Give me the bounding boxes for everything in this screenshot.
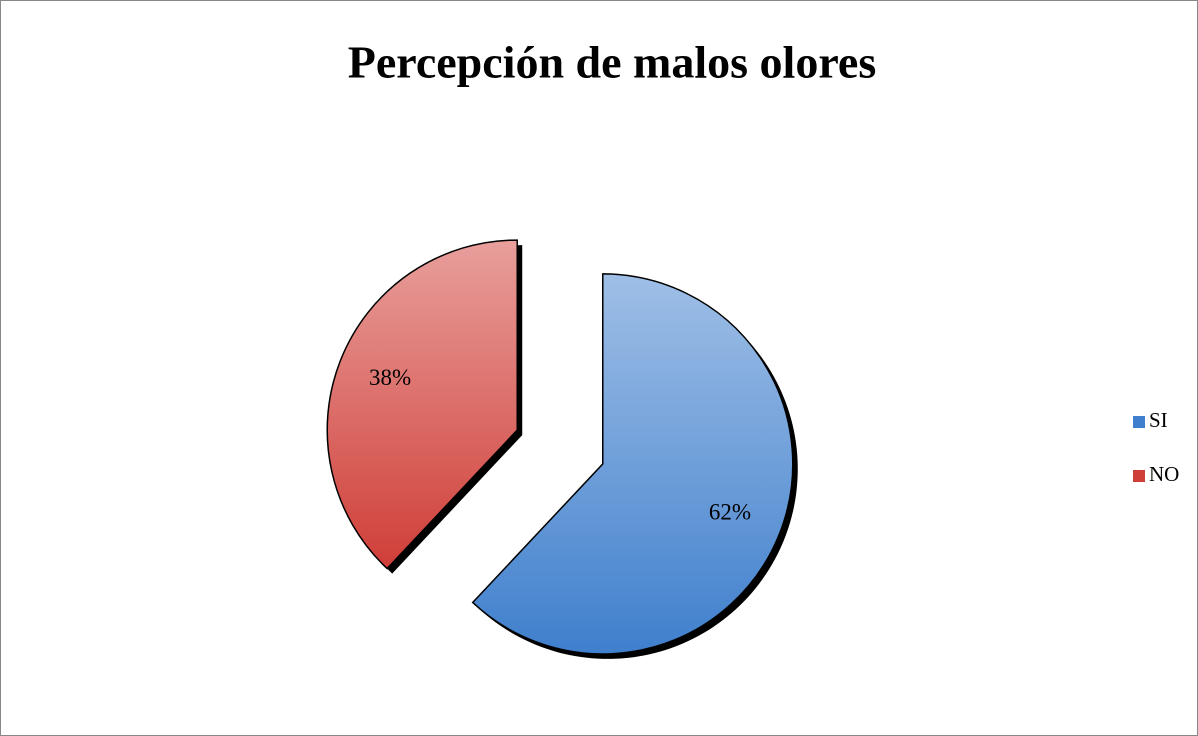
value-label: 62% bbox=[709, 500, 751, 525]
pie-slice bbox=[471, 273, 794, 655]
legend-swatch bbox=[1133, 470, 1145, 482]
legend-label: SI bbox=[1149, 408, 1168, 432]
legend-label: NO bbox=[1149, 462, 1179, 486]
pie-slice bbox=[326, 239, 518, 570]
value-label: 38% bbox=[369, 365, 411, 390]
legend-swatch bbox=[1133, 416, 1145, 428]
chart-title: Percepción de malos olores bbox=[348, 37, 876, 88]
